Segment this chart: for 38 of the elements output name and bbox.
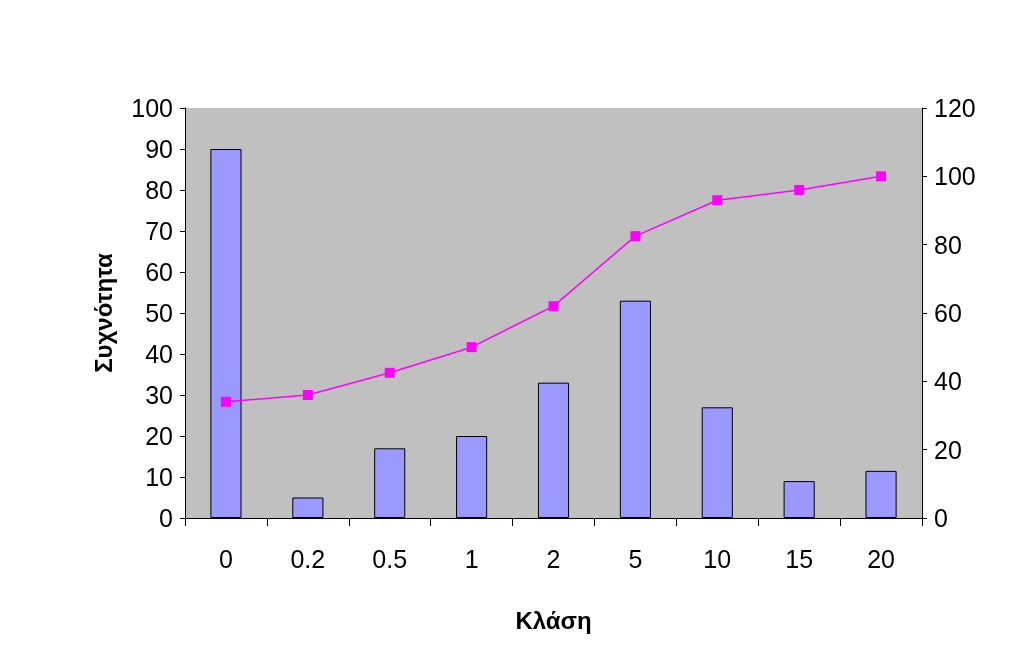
x-tick-label: 0.5 xyxy=(372,544,408,573)
y2-tick-label: 20 xyxy=(934,435,962,464)
y-tick-label: 60 xyxy=(145,258,173,286)
y-tick-label: 70 xyxy=(145,217,173,245)
x-tick-label: 2 xyxy=(546,544,561,573)
point xyxy=(876,171,887,182)
x-tick-label: 5 xyxy=(628,544,643,573)
y-tick-label: 20 xyxy=(145,422,173,450)
x-tick-label: 1 xyxy=(464,544,479,573)
y2-tick-label: 60 xyxy=(934,299,962,327)
point xyxy=(630,231,641,242)
y2-tick-label: 0 xyxy=(934,504,948,532)
x-tick-label: 0.2 xyxy=(290,544,326,573)
point xyxy=(712,195,723,206)
y-tick-label: 0 xyxy=(159,504,173,532)
point xyxy=(384,367,395,378)
y-tick-label: 30 xyxy=(145,381,173,409)
y-tick-label: 90 xyxy=(145,135,173,163)
y-axis-title: Συχνότητα xyxy=(89,252,117,373)
y2-tick-label: 100 xyxy=(934,162,976,191)
point xyxy=(548,301,559,312)
x-tick-label: 10 xyxy=(703,544,732,573)
point xyxy=(794,185,805,195)
y-tick-label: 10 xyxy=(145,463,173,491)
x-tick-label: 15 xyxy=(785,544,814,573)
y-tick-label: 40 xyxy=(145,340,173,368)
x-tick-label: 0 xyxy=(218,544,233,573)
x-tick-label: 20 xyxy=(867,544,895,573)
y2-tick-label: 120 xyxy=(934,94,976,122)
y2-tick-label: 80 xyxy=(934,230,962,259)
y2-tick-label: 40 xyxy=(934,367,962,396)
x-axis-title: Κλάση xyxy=(515,606,592,634)
y-tick-label: 80 xyxy=(145,176,173,204)
y-tick-label: 100 xyxy=(131,94,173,122)
point xyxy=(302,390,313,400)
point xyxy=(220,396,231,407)
y-tick-label: 50 xyxy=(145,299,173,327)
point xyxy=(466,342,477,353)
